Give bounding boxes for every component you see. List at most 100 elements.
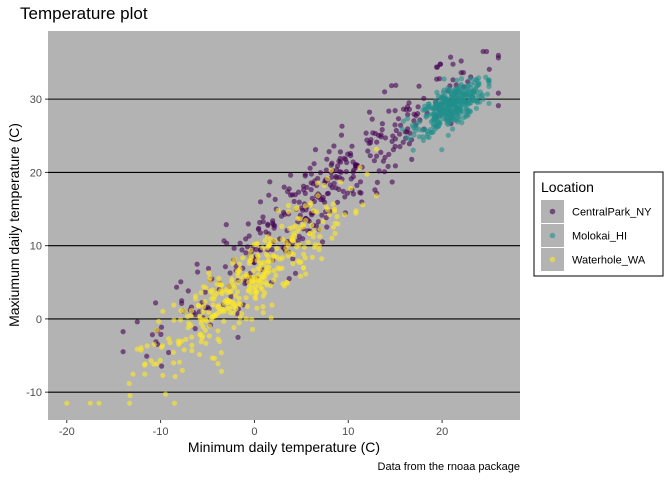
waterhole-wa-point [353, 210, 359, 216]
waterhole-wa-point [240, 255, 246, 261]
molokai-hi-point [428, 129, 434, 135]
molokai-hi-point [447, 86, 453, 92]
centralpark-ny-point [340, 188, 346, 194]
molokai-hi-point [404, 116, 410, 122]
centralpark-ny-point [205, 265, 212, 272]
waterhole-wa-point [250, 268, 256, 274]
waterhole-wa-point [206, 333, 212, 339]
centralpark-ny-point [390, 133, 396, 139]
waterhole-wa-point [273, 272, 279, 278]
centralpark-ny-point [437, 61, 444, 67]
centralpark-ny-point [434, 76, 440, 82]
molokai-hi-point [459, 120, 465, 126]
centralpark-ny-point [278, 213, 285, 219]
waterhole-wa-point [285, 202, 291, 209]
waterhole-wa-point [202, 327, 208, 333]
centralpark-ny-point [400, 139, 406, 145]
centralpark-ny-point [323, 167, 329, 173]
waterhole-wa-point [218, 350, 224, 356]
centralpark-ny-point [415, 104, 421, 110]
waterhole-wa-point [255, 282, 261, 288]
centralpark-ny-point [265, 222, 271, 228]
waterhole-wa-point [87, 400, 93, 406]
centralpark-ny-point [381, 169, 388, 175]
centralpark-ny-point [380, 158, 386, 164]
waterhole-wa-point [364, 171, 370, 177]
waterhole-wa-point [271, 253, 277, 259]
waterhole-wa-point [294, 244, 300, 250]
y-tick-label: 10 [30, 241, 42, 253]
centralpark-ny-point [286, 186, 292, 192]
centralpark-ny-point [326, 149, 332, 155]
molokai-hi-point [430, 121, 436, 127]
waterhole-wa-point [171, 302, 177, 308]
waterhole-wa-point [309, 222, 315, 228]
waterhole-wa-point [157, 357, 163, 363]
centralpark-ny-point [378, 149, 384, 155]
centralpark-ny-point [292, 270, 299, 276]
waterhole-wa-point [218, 282, 224, 288]
centralpark-ny-point [228, 293, 234, 299]
molokai-hi-point [474, 99, 480, 105]
waterhole-wa-point [317, 226, 323, 232]
centralpark-ny-point [389, 179, 395, 185]
molokai-hi-point [486, 83, 492, 90]
waterhole-wa-point [248, 274, 254, 280]
centralpark-ny-point [336, 158, 342, 164]
centralpark-ny-point [331, 143, 337, 149]
centralpark-ny-point [495, 90, 501, 96]
waterhole-wa-point [302, 255, 308, 261]
centralpark-ny-point [495, 103, 501, 109]
waterhole-wa-point [262, 238, 268, 244]
centralpark-ny-point [317, 170, 324, 176]
molokai-hi-point [465, 87, 471, 93]
centralpark-ny-point [166, 349, 172, 356]
centralpark-ny-point [339, 123, 345, 129]
waterhole-wa-point [319, 256, 325, 262]
centralpark-ny-point [374, 179, 380, 185]
legend-label: Waterhole_WA [572, 255, 646, 267]
molokai-hi-point [441, 100, 447, 106]
waterhole-wa-point [229, 276, 235, 282]
waterhole-wa-point [263, 267, 269, 274]
waterhole-wa-point [279, 236, 286, 242]
y-tick-label: 30 [30, 94, 42, 106]
waterhole-wa-point [215, 304, 221, 310]
waterhole-wa-point [144, 343, 150, 349]
legend-item: Waterhole_WA [541, 248, 646, 271]
waterhole-wa-point [215, 328, 221, 334]
waterhole-wa-point [309, 254, 315, 260]
centralpark-ny-point [269, 247, 275, 253]
waterhole-wa-point [206, 270, 212, 276]
waterhole-wa-point [247, 252, 253, 258]
waterhole-wa-point [236, 295, 242, 301]
centralpark-ny-point [296, 199, 302, 205]
centralpark-ny-point [272, 196, 278, 202]
centralpark-ny-point [372, 187, 378, 193]
centralpark-ny-point [134, 319, 140, 325]
centralpark-ny-point [223, 222, 229, 228]
waterhole-wa-point [216, 275, 222, 282]
molokai-hi-point [455, 119, 461, 125]
molokai-hi-point [439, 147, 445, 153]
waterhole-wa-point [249, 279, 255, 285]
centralpark-ny-point [415, 111, 421, 117]
waterhole-wa-point [206, 309, 212, 315]
centralpark-ny-point [310, 181, 316, 187]
molokai-hi-point [441, 87, 447, 93]
waterhole-wa-point [177, 317, 184, 323]
waterhole-wa-point [219, 291, 225, 297]
centralpark-ny-point [363, 130, 369, 136]
molokai-hi-point [467, 97, 473, 103]
waterhole-wa-point [203, 285, 209, 291]
centralpark-ny-point [195, 269, 201, 275]
centralpark-ny-point [392, 122, 398, 128]
waterhole-wa-point [283, 239, 289, 245]
centralpark-ny-point [357, 179, 364, 185]
waterhole-wa-point [207, 277, 213, 283]
centralpark-ny-point [395, 116, 402, 122]
waterhole-wa-point [196, 302, 202, 308]
molokai-hi-point [456, 108, 462, 114]
centralpark-ny-point [319, 239, 326, 245]
centralpark-ny-point [369, 116, 375, 122]
